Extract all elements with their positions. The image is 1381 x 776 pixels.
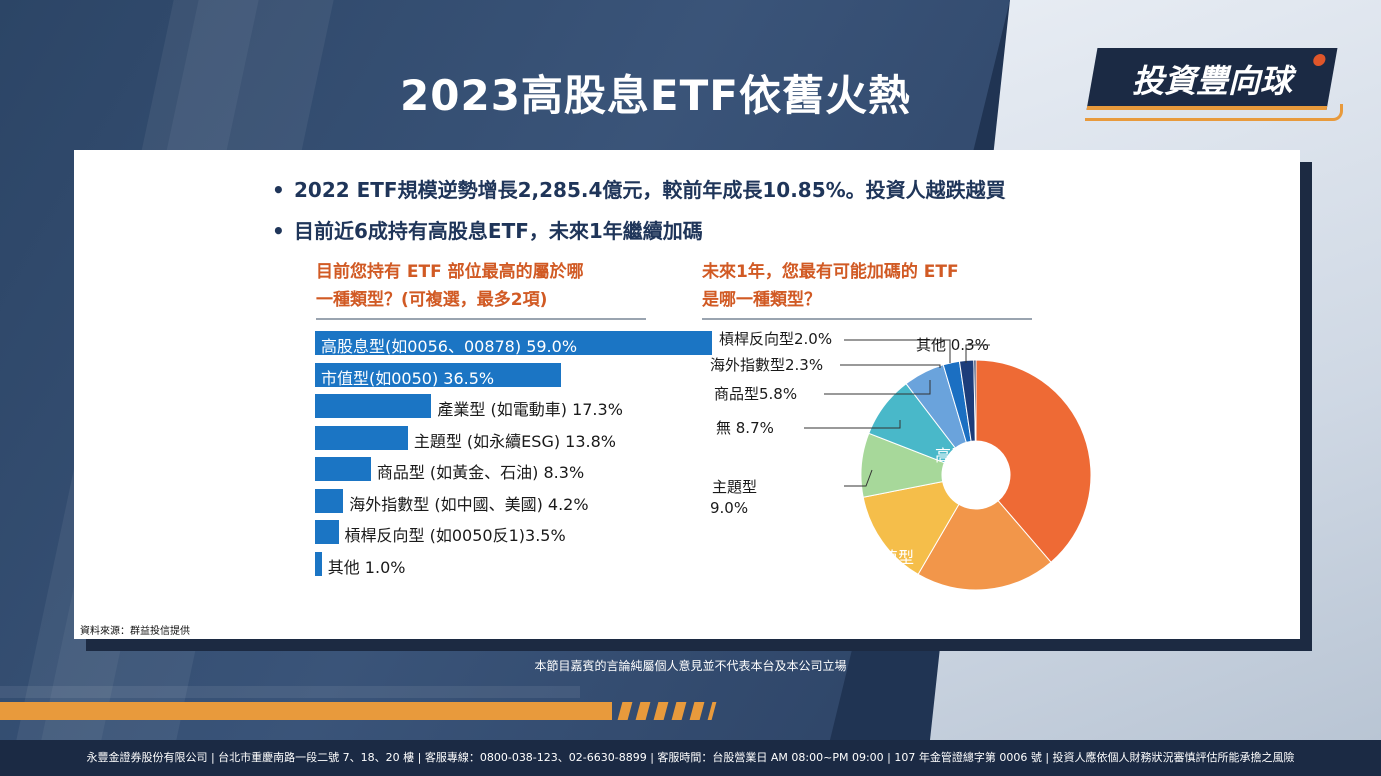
bullet-item: • 目前近6成持有高股息ETF，未來1年繼續加碼 — [272, 215, 703, 244]
pie-inner-label-value: 13.5% — [808, 530, 860, 549]
pie-leader-line — [844, 469, 873, 487]
bar-chart-title: 目前您持有 ETF 部位最高的屬於哪 一種類型？(可複選，最多2項) — [316, 258, 656, 314]
bullet-text: 2022 ETF規模逆勢增長2,285.4億元，較前年成長10.85%。投資人越… — [294, 178, 1006, 202]
bar-row: 其他 1.0% — [315, 551, 695, 577]
brand-logo: 投資豐向球 — [1086, 48, 1338, 110]
pie-leader-line — [844, 339, 951, 363]
pie-inner-label-name: 市值型 — [865, 548, 914, 567]
logo-underline — [1085, 104, 1343, 121]
bullet-dot-icon: • — [272, 219, 285, 243]
data-source: 資料來源：群益投信提供 — [80, 626, 190, 637]
pie-inner-label-name: 產業型 — [809, 510, 858, 529]
bar-chart-title-line: 目前您持有 ETF 部位最高的屬於哪 — [316, 262, 584, 282]
pie-inner-label-value: 38.7% — [941, 466, 993, 485]
bar-label: 高股息型(如0056、00878) 59.0% — [321, 337, 578, 356]
pie-inner-label-name: 高股息型 — [934, 446, 999, 465]
pie-slice — [862, 480, 960, 576]
pie-outer-label: 海外指數型2.3% — [710, 356, 824, 374]
pie-slice — [975, 359, 1092, 563]
bar — [315, 520, 339, 544]
bar-label: 主題型 (如永續ESG) 13.8% — [413, 431, 616, 451]
decorative-orange-band — [0, 702, 612, 720]
pie-slice — [973, 359, 977, 442]
pie-inner-label-value: 19.7% — [864, 568, 916, 587]
pie-inner-label: 高股息型 38.7% — [922, 446, 1012, 486]
pie-inner-label: 市值型 19.7% — [850, 548, 930, 588]
pie-chart-title-line: 未來1年，您最有可能加碼的 ETF — [702, 262, 959, 282]
pie-chart-svg — [804, 339, 1092, 591]
pie-outer-label: 槓桿反向型2.0% — [719, 330, 833, 348]
bar-label: 產業型 (如電動車) 17.3% — [437, 400, 623, 419]
bar — [315, 331, 712, 355]
bar-chart-title-line: 一種類型？(可複選，最多2項) — [316, 290, 548, 310]
pie-outer-label: 主題型 — [712, 478, 758, 496]
pie-outer-label: 商品型5.8% — [714, 385, 798, 403]
logo-text: 投資豐向球 — [1131, 62, 1292, 100]
bar-label: 海外指數型 (如中國、美國) 4.2% — [349, 494, 589, 514]
bar — [315, 394, 432, 418]
pie-chart-title: 未來1年，您最有可能加碼的 ETF 是哪一種類型？ — [702, 258, 1042, 314]
disclaimer-text: 本節目嘉賓的言論純屬個人意見並不代表本台及本公司立場 — [534, 659, 847, 673]
bar — [315, 362, 561, 387]
bar-label: 商品型 (如黃金、石油) 8.3% — [376, 463, 585, 482]
bar-label: 市值型(如0050) 36.5% — [321, 368, 495, 388]
footer-bar: 永豐金證券股份有限公司 | 台北市重慶南路一段二號 7、18、20 樓 | 客服… — [0, 740, 1381, 776]
bar — [315, 457, 371, 481]
pie-leader-line — [840, 364, 941, 368]
bar-row: 槓桿反向型 (如0050反1)3.5% — [315, 520, 695, 545]
bar-row: 商品型 (如黃金、石油) 8.3% — [315, 457, 695, 482]
pie-chart-title-underline — [702, 318, 1032, 320]
bar — [315, 425, 408, 450]
bar-chart-title-underline — [316, 318, 646, 320]
pie-inner-label: 產業型 13.5% — [794, 510, 874, 550]
pie-slice — [917, 500, 1052, 591]
bar-row: 海外指數型 (如中國、美國) 4.2% — [315, 488, 695, 514]
bar-row: 市值型(如0050) 36.5% — [315, 362, 695, 388]
bar-chart: 高股息型(如0056、00878) 59.0% 市值型(如0050) 36.5% 產… — [315, 331, 712, 591]
bullet-text: 目前近6成持有高股息ETF，未來1年繼續加碼 — [294, 219, 703, 243]
bar-row: 主題型 (如永續ESG) 13.8% — [315, 425, 695, 451]
bar-label: 槓桿反向型 (如0050反1)3.5% — [344, 526, 566, 545]
pie-outer-label: 其他 0.3% — [916, 336, 989, 354]
slide-title: 2023高股息ETF依舊火熱 — [400, 71, 911, 120]
pie-leader-line — [804, 420, 901, 429]
pie-outer-label: 9.0% — [710, 499, 749, 517]
pie-chart: 槓桿反向型2.0% 海外指數型2.3% 商品型5.8% 無 8.7% 主題型 9… — [694, 320, 1114, 620]
decorative-band — [0, 686, 580, 698]
bar-row: 產業型 (如電動車) 17.3% — [315, 394, 695, 419]
bar-row: 高股息型(如0056、00878) 59.0% — [315, 331, 712, 356]
pie-chart-title-line: 是哪一種類型？ — [702, 290, 821, 310]
pie-leader-line — [965, 344, 990, 363]
bullet-item: • 2022 ETF規模逆勢增長2,285.4億元，較前年成長10.85%。投資人… — [272, 174, 1006, 203]
pie-leader-line — [824, 380, 931, 395]
bullet-dot-icon: • — [272, 178, 285, 202]
content-card: • 2022 ETF規模逆勢增長2,285.4億元，較前年成長10.85%。投資人… — [74, 150, 1300, 639]
bar — [315, 551, 322, 576]
bar-label: 其他 1.0% — [327, 557, 406, 577]
bar — [315, 488, 344, 513]
pie-outer-label: 無 8.7% — [716, 419, 774, 437]
